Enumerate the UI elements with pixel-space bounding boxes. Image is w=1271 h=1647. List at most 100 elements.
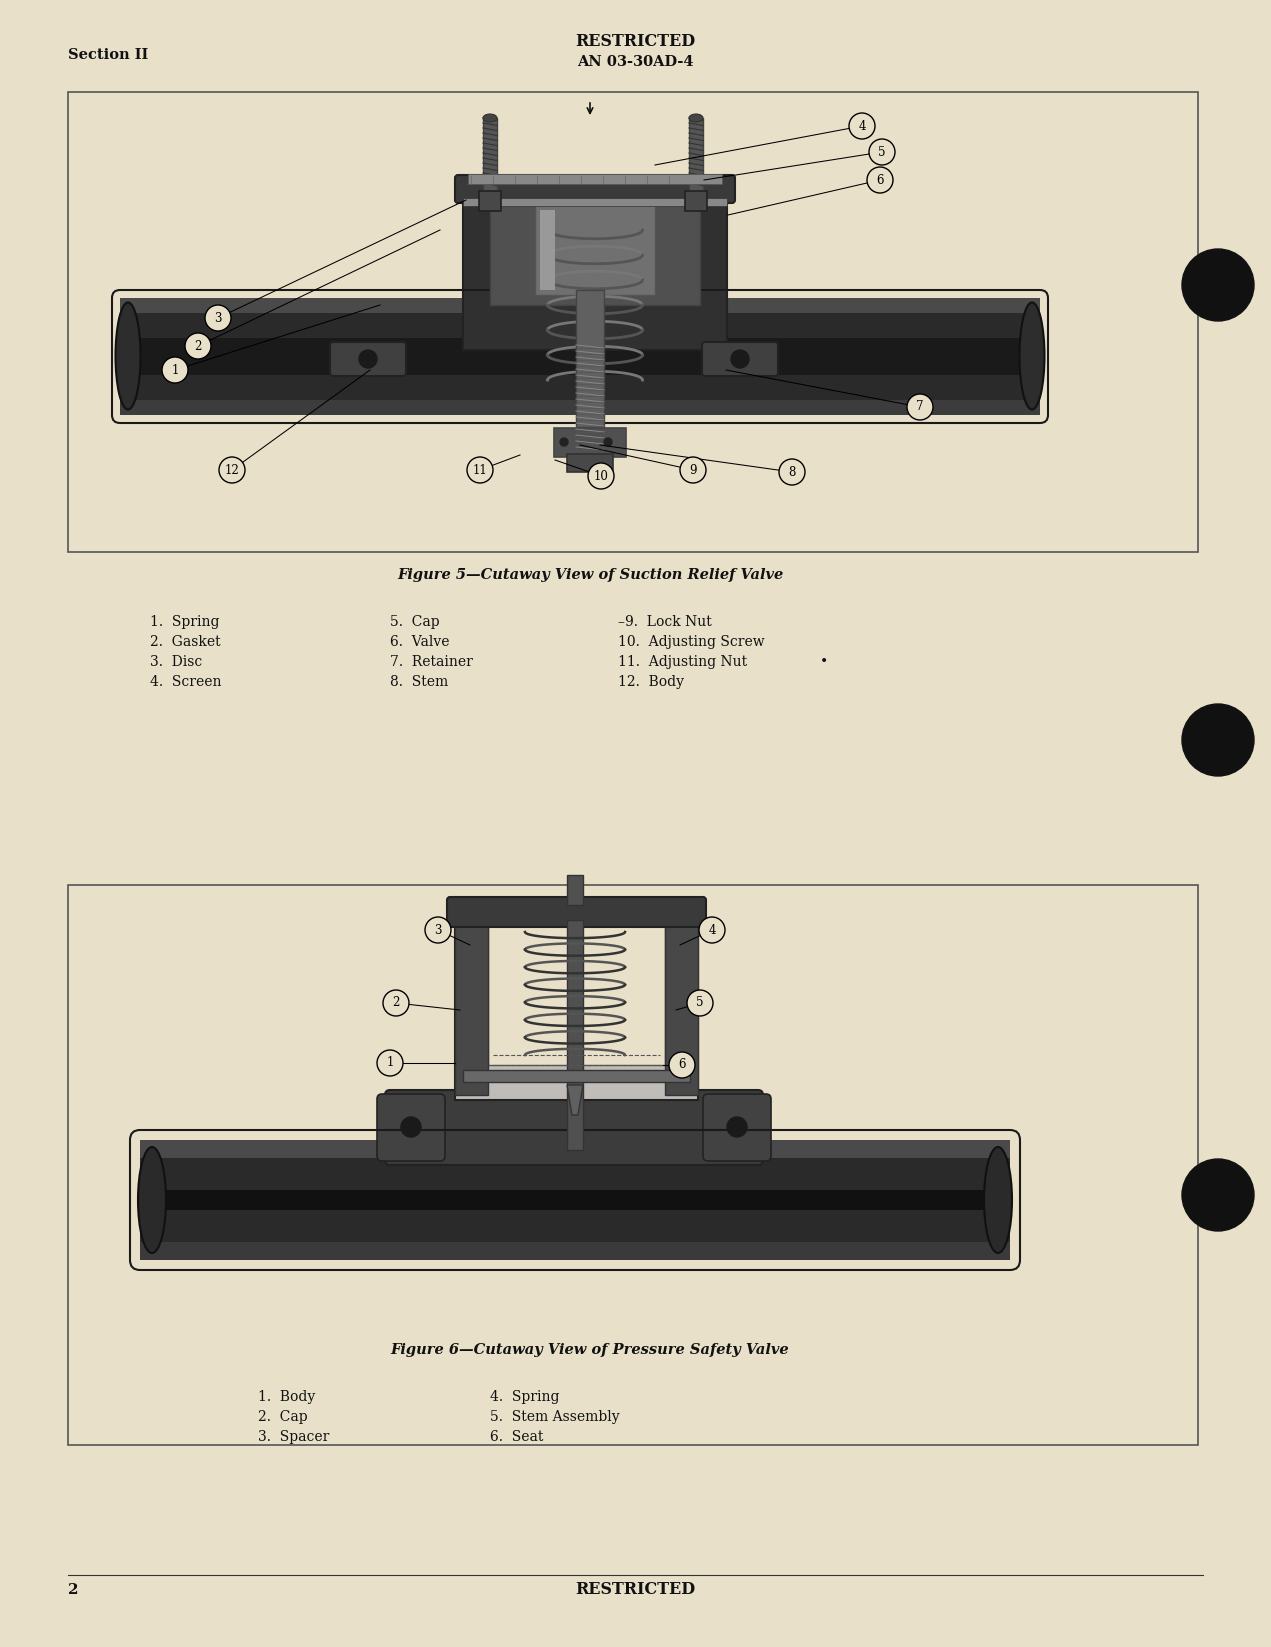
Text: 6.  Valve: 6. Valve <box>390 636 450 649</box>
Circle shape <box>869 138 895 165</box>
Ellipse shape <box>1019 303 1045 410</box>
Text: 3: 3 <box>435 924 442 937</box>
Bar <box>689 119 703 198</box>
Circle shape <box>205 305 231 331</box>
Text: RESTRICTED: RESTRICTED <box>574 33 695 51</box>
Text: 2: 2 <box>194 339 202 352</box>
Text: 2: 2 <box>69 1583 79 1598</box>
Text: 2.  Cap: 2. Cap <box>258 1410 308 1425</box>
Text: 1.  Spring: 1. Spring <box>150 614 220 629</box>
Bar <box>455 921 488 1095</box>
Text: 3.  Disc: 3. Disc <box>150 656 202 669</box>
Circle shape <box>425 917 451 944</box>
FancyBboxPatch shape <box>685 191 707 211</box>
Text: 2.  Gasket: 2. Gasket <box>150 636 221 649</box>
Circle shape <box>731 351 749 367</box>
Bar <box>69 92 1199 552</box>
Ellipse shape <box>483 114 497 122</box>
Bar <box>491 204 700 305</box>
Text: AN 03-30AD-4: AN 03-30AD-4 <box>577 54 693 69</box>
Text: 9: 9 <box>689 463 697 476</box>
Bar <box>463 1071 690 1082</box>
Bar <box>455 921 698 1100</box>
Circle shape <box>867 166 894 193</box>
Circle shape <box>186 333 211 359</box>
Bar <box>140 1191 1010 1211</box>
Text: 4: 4 <box>708 924 716 937</box>
Ellipse shape <box>116 303 141 410</box>
Circle shape <box>699 917 724 944</box>
Text: 11.  Adjusting Nut: 11. Adjusting Nut <box>618 656 747 669</box>
Text: 3.  Spacer: 3. Spacer <box>258 1430 329 1444</box>
Circle shape <box>383 990 409 1016</box>
Bar <box>463 198 727 206</box>
FancyBboxPatch shape <box>567 455 613 473</box>
Text: 6: 6 <box>679 1059 686 1072</box>
Text: 6.  Seat: 6. Seat <box>491 1430 544 1444</box>
FancyBboxPatch shape <box>377 1094 445 1161</box>
Text: RESTRICTED: RESTRICTED <box>574 1581 695 1599</box>
Circle shape <box>907 394 933 420</box>
Circle shape <box>779 460 805 484</box>
Text: •: • <box>820 656 829 669</box>
Bar <box>468 175 722 184</box>
Text: 5.  Stem Assembly: 5. Stem Assembly <box>491 1410 620 1425</box>
Circle shape <box>400 1117 421 1136</box>
Circle shape <box>466 456 493 483</box>
Circle shape <box>849 114 874 138</box>
Ellipse shape <box>689 114 703 122</box>
Circle shape <box>161 357 188 384</box>
Bar <box>140 1140 1010 1158</box>
Text: 5.  Cap: 5. Cap <box>390 614 440 629</box>
Bar <box>140 1242 1010 1260</box>
FancyBboxPatch shape <box>455 175 735 203</box>
Bar <box>488 926 665 1066</box>
Circle shape <box>377 1051 403 1075</box>
Text: 10: 10 <box>594 469 609 483</box>
FancyBboxPatch shape <box>703 1094 771 1161</box>
Bar <box>535 204 655 295</box>
FancyBboxPatch shape <box>702 343 778 376</box>
Bar <box>463 194 727 351</box>
Text: 8.  Stem: 8. Stem <box>390 675 449 688</box>
Circle shape <box>669 1052 695 1079</box>
Bar <box>69 884 1199 1444</box>
Ellipse shape <box>139 1146 167 1253</box>
Text: 5: 5 <box>697 996 704 1010</box>
Text: 5: 5 <box>878 145 886 158</box>
Text: 2: 2 <box>393 996 399 1010</box>
Text: Figure 5—Cutaway View of Suction Relief Valve: Figure 5—Cutaway View of Suction Relief … <box>397 568 783 581</box>
Bar <box>140 1211 1010 1242</box>
Text: 12: 12 <box>225 463 239 476</box>
Circle shape <box>680 456 705 483</box>
Bar <box>119 298 1040 313</box>
Text: 6: 6 <box>876 173 883 186</box>
Bar <box>119 400 1040 415</box>
FancyBboxPatch shape <box>330 343 405 376</box>
Circle shape <box>561 438 568 446</box>
Circle shape <box>727 1117 747 1136</box>
Text: 10.  Adjusting Screw: 10. Adjusting Screw <box>618 636 765 649</box>
Text: 4.  Spring: 4. Spring <box>491 1390 559 1403</box>
Bar <box>119 313 1040 338</box>
Text: 1: 1 <box>172 364 179 377</box>
Bar <box>665 921 698 1095</box>
Bar <box>540 211 555 290</box>
FancyBboxPatch shape <box>479 191 501 211</box>
Text: 1: 1 <box>386 1056 394 1069</box>
Circle shape <box>588 463 614 489</box>
FancyBboxPatch shape <box>447 898 705 927</box>
Bar <box>483 119 497 198</box>
Circle shape <box>358 351 377 367</box>
Circle shape <box>1182 1159 1254 1230</box>
Text: 8: 8 <box>788 466 796 479</box>
Text: 1.  Body: 1. Body <box>258 1390 315 1403</box>
Bar <box>119 376 1040 400</box>
Text: 7.  Retainer: 7. Retainer <box>390 656 473 669</box>
Bar <box>567 921 583 1150</box>
Circle shape <box>1182 703 1254 776</box>
FancyBboxPatch shape <box>554 428 627 456</box>
Text: –9.  Lock Nut: –9. Lock Nut <box>618 614 712 629</box>
Text: 4.  Screen: 4. Screen <box>150 675 221 688</box>
Ellipse shape <box>984 1146 1012 1253</box>
